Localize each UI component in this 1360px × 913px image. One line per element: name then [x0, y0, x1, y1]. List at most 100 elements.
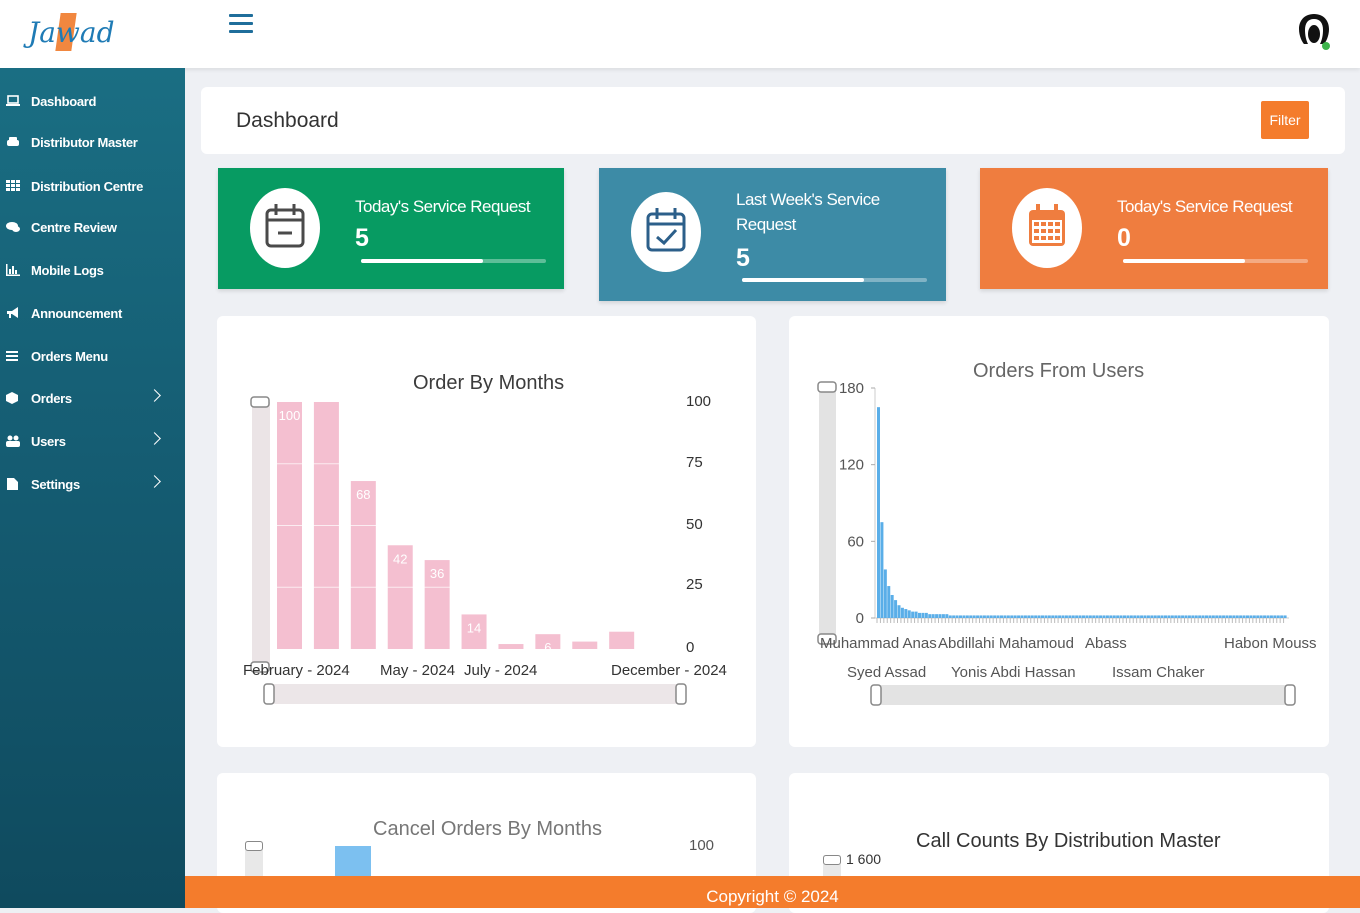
- chart-bar: [1003, 615, 1007, 618]
- scroll-handle-left[interactable]: [870, 684, 882, 706]
- bar-chart-icon: [6, 264, 20, 276]
- chart-vertical-scrollbar[interactable]: [245, 841, 263, 881]
- chart-bar: [1205, 615, 1208, 618]
- chart-bar: [1232, 615, 1236, 618]
- stat-card-todays-service-request[interactable]: Today's Service Request 5: [218, 168, 564, 289]
- chart-vertical-scrollbar[interactable]: [819, 386, 836, 638]
- chart-horizontal-scrollbar[interactable]: [875, 685, 1289, 705]
- chart-bar: [1184, 615, 1188, 618]
- sidebar-item-settings[interactable]: Settings: [0, 466, 185, 502]
- scroll-handle-right[interactable]: [675, 683, 687, 705]
- chart-bar: [1263, 615, 1267, 618]
- chart-bar: [877, 407, 880, 618]
- chart-vertical-scrollbar[interactable]: [252, 402, 270, 666]
- scroll-handle-top[interactable]: [823, 855, 841, 865]
- chart-bar: [1082, 615, 1085, 618]
- y-tick: 0: [686, 639, 694, 656]
- stat-label: Last Week's Service Request: [736, 187, 880, 237]
- sidebar-item-centre-review[interactable]: Centre Review: [0, 209, 185, 245]
- chart-bar: [1208, 615, 1212, 618]
- scroll-handle-right[interactable]: [1284, 684, 1296, 706]
- stat-card-todays-service-request-2[interactable]: Today's Service Request 0: [980, 168, 1328, 289]
- chart-bar: [904, 609, 908, 618]
- logo[interactable]: Jawad: [28, 10, 115, 56]
- chart-bar: [535, 634, 561, 649]
- chart-bar: [1044, 615, 1048, 618]
- chart-bar: [938, 614, 942, 618]
- chevron-right-icon: [148, 389, 161, 402]
- calendar-grid-icon-circle: [1012, 188, 1082, 268]
- y-tick: 120: [839, 457, 864, 474]
- chart-horizontal-scrollbar[interactable]: [269, 684, 681, 704]
- stat-progress-bar: [361, 259, 546, 263]
- sidebar-item-label: Users: [31, 433, 66, 449]
- sidebar-item-label: Dashboard: [31, 93, 97, 109]
- chart-bar: [911, 611, 915, 618]
- chart-bar: [1136, 615, 1140, 618]
- sidebar-item-announcement[interactable]: Announcement: [0, 295, 185, 331]
- scroll-handle-top[interactable]: [245, 841, 263, 851]
- chart-bar: [883, 569, 887, 618]
- data-label: 6: [544, 640, 551, 655]
- chart-bar: [1235, 615, 1239, 618]
- chart-bar: [1075, 615, 1079, 618]
- x-tick: Issam Chaker: [1112, 664, 1205, 681]
- sidebar-item-orders-menu[interactable]: Orders Menu: [0, 338, 185, 374]
- top-bar: Jawad: [0, 0, 1360, 68]
- file-icon: [6, 478, 20, 490]
- sidebar-item-users[interactable]: Users: [0, 423, 185, 459]
- stat-progress-fill: [361, 259, 484, 263]
- data-label: 42: [393, 551, 407, 566]
- scroll-handle-bottom[interactable]: [817, 633, 837, 645]
- footer: Copyright © 2024: [185, 876, 1360, 908]
- chart-bar: [1167, 615, 1171, 618]
- chart-bar: [948, 615, 952, 618]
- calendar-check-icon: [646, 208, 686, 252]
- chart-bar: [887, 586, 891, 618]
- chart-bar: [1280, 615, 1284, 618]
- chart-bar: [1102, 615, 1106, 618]
- sidebar-item-dashboard[interactable]: Dashboard: [0, 83, 185, 119]
- y-tick: 1 600: [846, 851, 882, 867]
- chart-bar: [979, 615, 983, 618]
- scroll-handle-left[interactable]: [263, 683, 275, 705]
- sidebar-item-distribution-centre[interactable]: Distribution Centre: [0, 168, 185, 204]
- chart-bar: [1225, 615, 1229, 618]
- stat-card-last-weeks-service-request[interactable]: Last Week's Service Request 5: [599, 168, 946, 301]
- chart-bar: [1030, 615, 1034, 618]
- chart-bar: [931, 614, 935, 618]
- sidebar-item-mobile-logs[interactable]: Mobile Logs: [0, 252, 185, 288]
- chart-bar: [1112, 615, 1116, 618]
- calendar-grid-icon: [1029, 204, 1065, 246]
- chart-bar: [1170, 615, 1174, 618]
- chart-bar: [1276, 615, 1280, 618]
- x-tick: Abdillahi Mahamoud: [938, 635, 1074, 652]
- sidebar-item-orders[interactable]: Orders: [0, 380, 185, 416]
- scroll-handle-bottom[interactable]: [250, 661, 270, 673]
- scroll-handle-top[interactable]: [817, 381, 837, 393]
- user-avatar-icon[interactable]: [1296, 12, 1332, 52]
- chart-bar: [1061, 615, 1065, 618]
- chart-bar: [924, 612, 928, 618]
- chart-bar: [1157, 615, 1161, 618]
- chart-bar: [1269, 615, 1273, 618]
- chart-bar: [1068, 615, 1072, 618]
- stat-label-line2: Request: [736, 215, 796, 234]
- scroll-handle-top[interactable]: [250, 396, 270, 408]
- chart-bar: [986, 615, 990, 618]
- chart-bar: [1160, 615, 1164, 618]
- chart-bar: [894, 600, 898, 618]
- laptop-icon: [6, 95, 20, 107]
- orders-from-users-chart: 180 120 60 0 Muhammad Anas Abdillahi Mahamoud…: [817, 380, 1317, 706]
- chevron-right-icon: [148, 475, 161, 488]
- chart-bar: [1129, 615, 1133, 618]
- chart-bar: [900, 607, 904, 618]
- sidebar-item-distributor-master[interactable]: Distributor Master: [0, 124, 185, 160]
- chart-bar: [1023, 615, 1027, 618]
- chart-bar: [1153, 615, 1157, 618]
- filter-button[interactable]: Filter: [1261, 101, 1309, 139]
- menu-toggle-icon[interactable]: [229, 14, 253, 38]
- chart-bar: [350, 481, 376, 649]
- chart-bar: [1041, 615, 1044, 618]
- chart-bar: [1252, 615, 1256, 618]
